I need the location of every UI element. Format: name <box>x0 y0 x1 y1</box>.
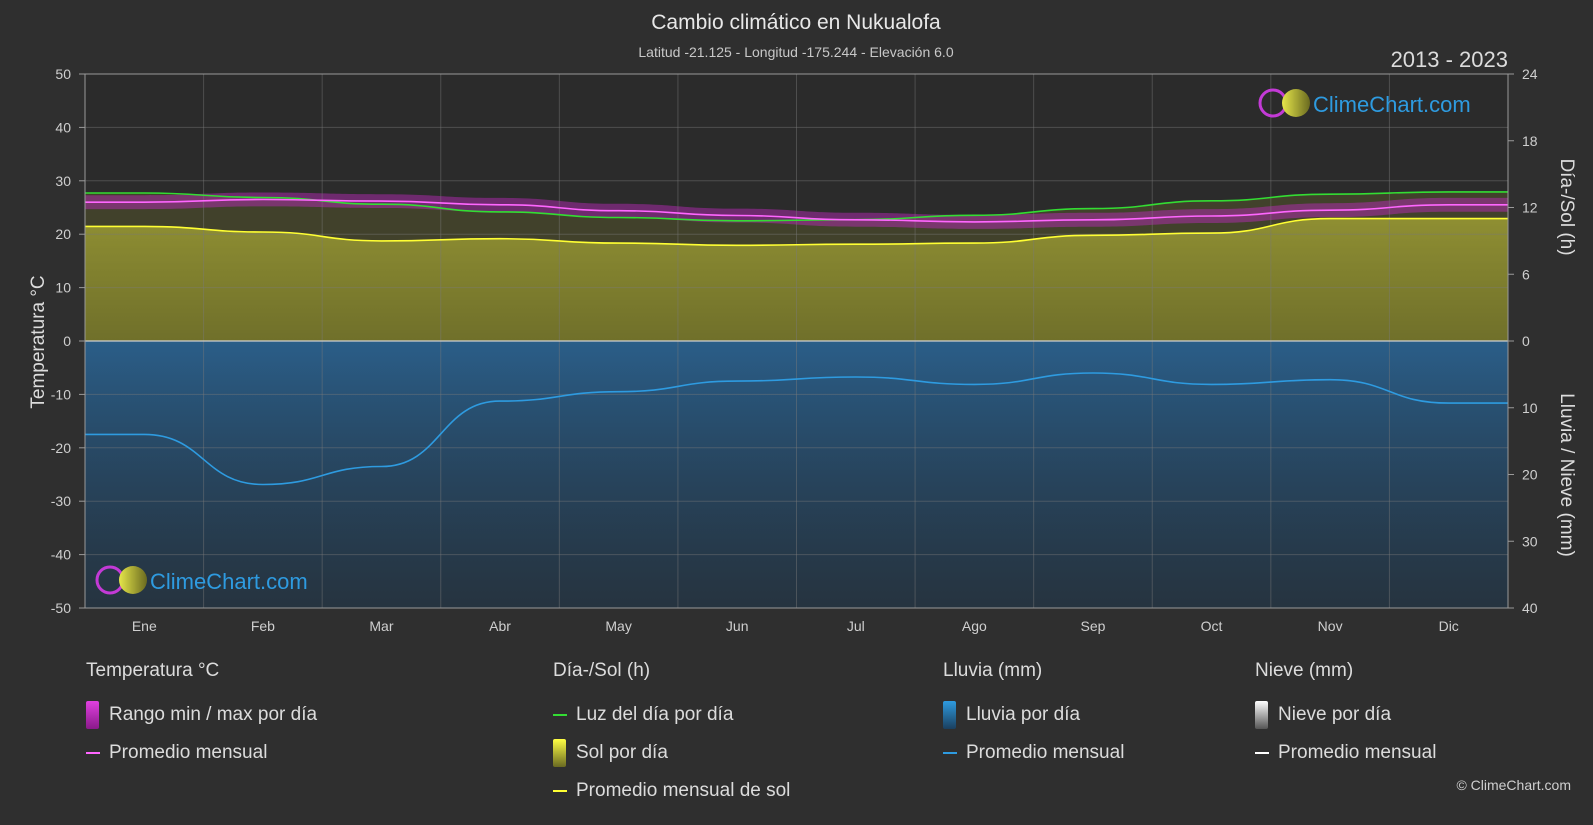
y-left-tick-label: 40 <box>55 119 71 135</box>
x-tick-label: Ago <box>962 618 987 634</box>
temp-range-band <box>85 192 1508 229</box>
x-tick-label: Mar <box>369 618 393 634</box>
legend-item-daylight: Luz del día por día <box>553 696 790 734</box>
axes: 50 40 30 20 10 0 -10 -20 -30 -40 -50 24 18 12 6 0 10 20 30… <box>51 66 1538 634</box>
temp-range-fill <box>85 192 1508 229</box>
y-right-bottom-tick-label: 40 <box>1522 600 1538 616</box>
legend-swatch <box>1255 701 1268 729</box>
x-tick-label: Jun <box>726 618 749 634</box>
legend-group-snow: Nieve (mm) Nieve por día Promedio mensua… <box>1255 660 1436 772</box>
y-left-tick-label: -20 <box>51 440 71 456</box>
chart-subtitle: Latitud -21.125 - Longitud -175.244 - El… <box>638 44 953 60</box>
brand-name-bottom: ClimeChart.com <box>150 569 308 594</box>
legend-item-snow: Nieve por día <box>1255 696 1436 734</box>
x-tick-label: Oct <box>1201 618 1223 634</box>
y-right-bottom-tick-label: 30 <box>1522 533 1538 549</box>
legend-item-sun: Sol por día <box>553 734 790 772</box>
y-right-top-tick-label: 12 <box>1522 200 1538 216</box>
legend-group-rain: Lluvia (mm) Lluvia por día Promedio mens… <box>943 660 1124 772</box>
legend-item-temp-range: Rango min / max por día <box>86 696 317 734</box>
rain-per-day-fill <box>85 341 1508 608</box>
legend-label: Rango min / max por día <box>109 704 318 725</box>
y-left-tick-label: 30 <box>55 173 71 189</box>
legend-label: Nieve por día <box>1278 704 1392 725</box>
y-left-tick-label: -50 <box>51 600 71 616</box>
x-tick-label: Dic <box>1439 618 1459 634</box>
legend-item-temp-avg: Promedio mensual <box>86 734 317 772</box>
legend-swatch <box>86 701 99 729</box>
legend-swatch <box>553 790 567 792</box>
y-left-tick-label: -10 <box>51 386 71 402</box>
legend-swatch <box>553 714 567 716</box>
brand-name-top: ClimeChart.com <box>1313 92 1471 117</box>
y-right-top-tick-label: 18 <box>1522 133 1538 149</box>
y-right-bottom-tick-label: 10 <box>1522 400 1538 416</box>
y-left-axis-label: Temperatura °C <box>28 275 49 408</box>
legend-swatch <box>943 701 956 729</box>
y-left-tick-label: 10 <box>55 280 71 296</box>
y-right-top-axis-label: Día-/Sol (h) <box>1556 158 1577 255</box>
climate-chart: Cambio climático en Nukualofa Latitud -2… <box>28 11 1577 634</box>
x-tick-label: May <box>605 618 631 634</box>
legend-item-rain: Lluvia por día <box>943 696 1124 734</box>
rain-avg-line <box>84 372 1508 486</box>
brand-logo-top: ClimeChart.com <box>1258 88 1471 118</box>
y-right-top-tick-label: 0 <box>1522 333 1530 349</box>
x-tick-label: Nov <box>1318 618 1343 634</box>
legend-label: Sol por día <box>576 742 668 763</box>
year-range: 2013 - 2023 <box>1391 47 1508 72</box>
legend-label: Promedio mensual <box>109 742 268 763</box>
legend-group-temperature: Temperatura °C Rango min / max por día P… <box>86 660 317 772</box>
legend-heading: Lluvia (mm) <box>943 660 1043 681</box>
y-left-tick-label: -30 <box>51 493 71 509</box>
x-tick-label: Abr <box>489 618 511 634</box>
sun-avg-line <box>85 217 1508 247</box>
copyright: © ClimeChart.com <box>1456 777 1571 793</box>
y-right-top-tick-label: 6 <box>1522 266 1530 282</box>
brand-logo-bottom: ClimeChart.com <box>95 565 308 595</box>
x-tick-label: Sep <box>1080 618 1105 634</box>
temp-avg-line <box>85 198 1508 223</box>
sun-per-day-fill <box>85 218 1508 341</box>
legend-label: Promedio mensual <box>1278 742 1437 763</box>
legend-label: Luz del día por día <box>576 704 734 725</box>
legend-heading: Día-/Sol (h) <box>553 660 651 681</box>
y-left-tick-label: 0 <box>63 333 71 349</box>
legend-heading: Temperatura °C <box>86 660 220 681</box>
legend-item-snow-avg: Promedio mensual <box>1255 734 1436 772</box>
y-left-tick-label: 50 <box>55 66 71 82</box>
y-right-bottom-tick-label: 20 <box>1522 467 1538 483</box>
chart-title: Cambio climático en Nukualofa <box>651 11 941 34</box>
legend-item-rain-avg: Promedio mensual <box>943 734 1124 772</box>
legend-label: Promedio mensual de sol <box>576 780 791 801</box>
x-tick-label: Feb <box>251 618 275 634</box>
daylight-line <box>85 191 1508 222</box>
legend-label: Lluvia por día <box>966 704 1081 725</box>
legend-heading: Nieve (mm) <box>1255 660 1354 681</box>
series-lines <box>84 191 1508 486</box>
legend-swatch <box>943 752 957 754</box>
x-tick-label: Ene <box>132 618 157 634</box>
legend-item-sun-avg: Promedio mensual de sol <box>553 772 790 810</box>
legend-swatch <box>86 752 100 754</box>
x-tick-label: Jul <box>847 618 865 634</box>
y-right-top-tick-label: 24 <box>1522 66 1538 82</box>
sun-area <box>85 191 1508 341</box>
legend: Temperatura °C Rango min / max por día P… <box>0 660 1593 810</box>
y-left-tick-label: 20 <box>55 226 71 242</box>
legend-swatch <box>553 739 566 767</box>
brand-sun-icon <box>119 566 147 594</box>
rain-area <box>85 341 1508 608</box>
y-right-bottom-axis-label: Lluvia / Nieve (mm) <box>1556 393 1577 557</box>
brand-sun-icon <box>1282 89 1310 117</box>
legend-label: Promedio mensual <box>966 742 1125 763</box>
legend-swatch <box>1255 752 1269 754</box>
y-left-tick-label: -40 <box>51 547 71 563</box>
legend-group-daylight: Día-/Sol (h) Luz del día por día Sol por… <box>553 660 790 810</box>
daylight-fill <box>85 191 1508 341</box>
